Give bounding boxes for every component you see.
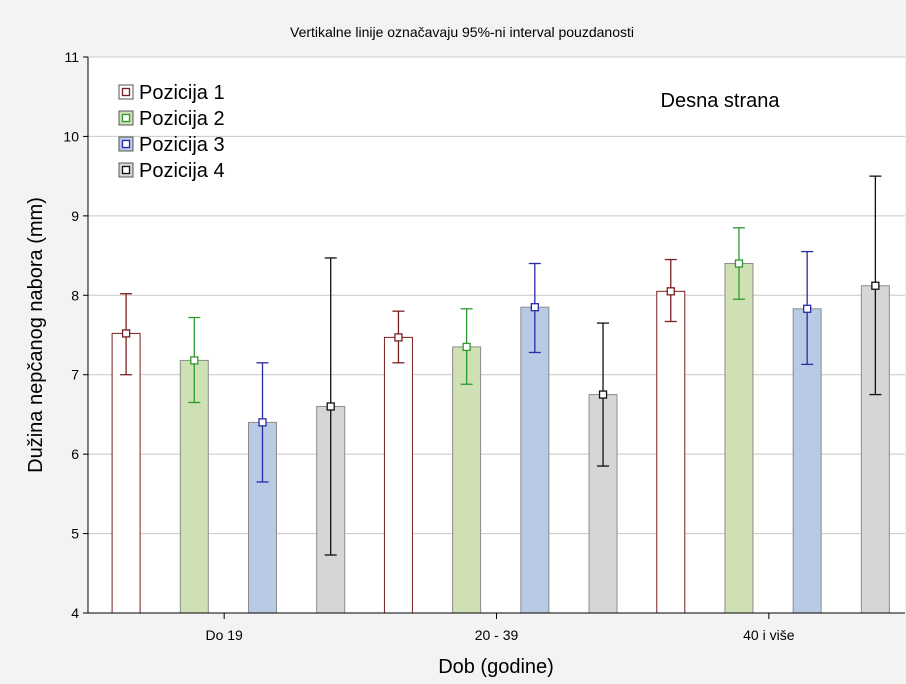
bar	[724, 263, 754, 614]
x-tick-label: 20 - 39	[475, 627, 519, 643]
mean-marker	[598, 390, 608, 399]
legend-marker	[121, 87, 131, 97]
legend-label: Pozicija 3	[139, 134, 225, 156]
legend-marker	[121, 113, 131, 123]
y-axis-label: Dužina nepčanog nabora (mm)	[25, 197, 47, 473]
mean-marker	[190, 356, 199, 365]
bar	[383, 336, 413, 614]
x-ticks: Do 19 20 - 39 40 i više	[205, 613, 795, 643]
mean-marker	[734, 259, 744, 268]
y-tick-label: 8	[71, 287, 79, 303]
error-bars	[120, 175, 882, 556]
x-tick-label: 40 i više	[743, 627, 795, 643]
bar	[452, 346, 482, 614]
y-tick-label: 7	[71, 367, 79, 383]
bar	[520, 306, 550, 614]
legend-label: Pozicija 4	[139, 160, 225, 182]
y-tick-label: 10	[63, 128, 79, 144]
mean-marker	[394, 333, 403, 342]
mean-marker	[530, 303, 539, 312]
bar	[656, 290, 686, 614]
legend-marker	[121, 139, 131, 149]
y-tick-label: 5	[71, 526, 79, 542]
x-axis-label: Dob (godine)	[438, 656, 554, 678]
x-tick-label: Do 19	[205, 627, 243, 643]
plot-background	[88, 57, 905, 613]
legend-label: Pozicija 2	[139, 108, 225, 130]
legend: Pozicija 1 Pozicija 2 Pozicija 3 Pozicija 4	[118, 82, 225, 182]
mean-marker	[258, 418, 267, 427]
gridlines	[88, 56, 905, 535]
y-tick-label: 9	[71, 208, 79, 224]
y-tick-label: 6	[71, 446, 79, 462]
mean-marker	[666, 287, 675, 296]
mean-marker	[462, 342, 471, 352]
chart-title: Vertikalne linije označavaju 95%-ni inte…	[290, 24, 634, 40]
y-tick-label: 4	[71, 605, 79, 621]
mean-marker	[326, 402, 335, 411]
y-ticks: 4 5 6 7 8 9 10 11	[63, 49, 88, 621]
y-tick-label: 11	[64, 49, 79, 65]
mean-marker	[871, 281, 880, 290]
legend-label: Pozicija 1	[139, 82, 225, 104]
legend-marker	[121, 165, 131, 175]
annotation-label: Desna strana	[661, 90, 781, 112]
mean-marker	[803, 304, 812, 313]
mean-marker	[121, 329, 131, 338]
